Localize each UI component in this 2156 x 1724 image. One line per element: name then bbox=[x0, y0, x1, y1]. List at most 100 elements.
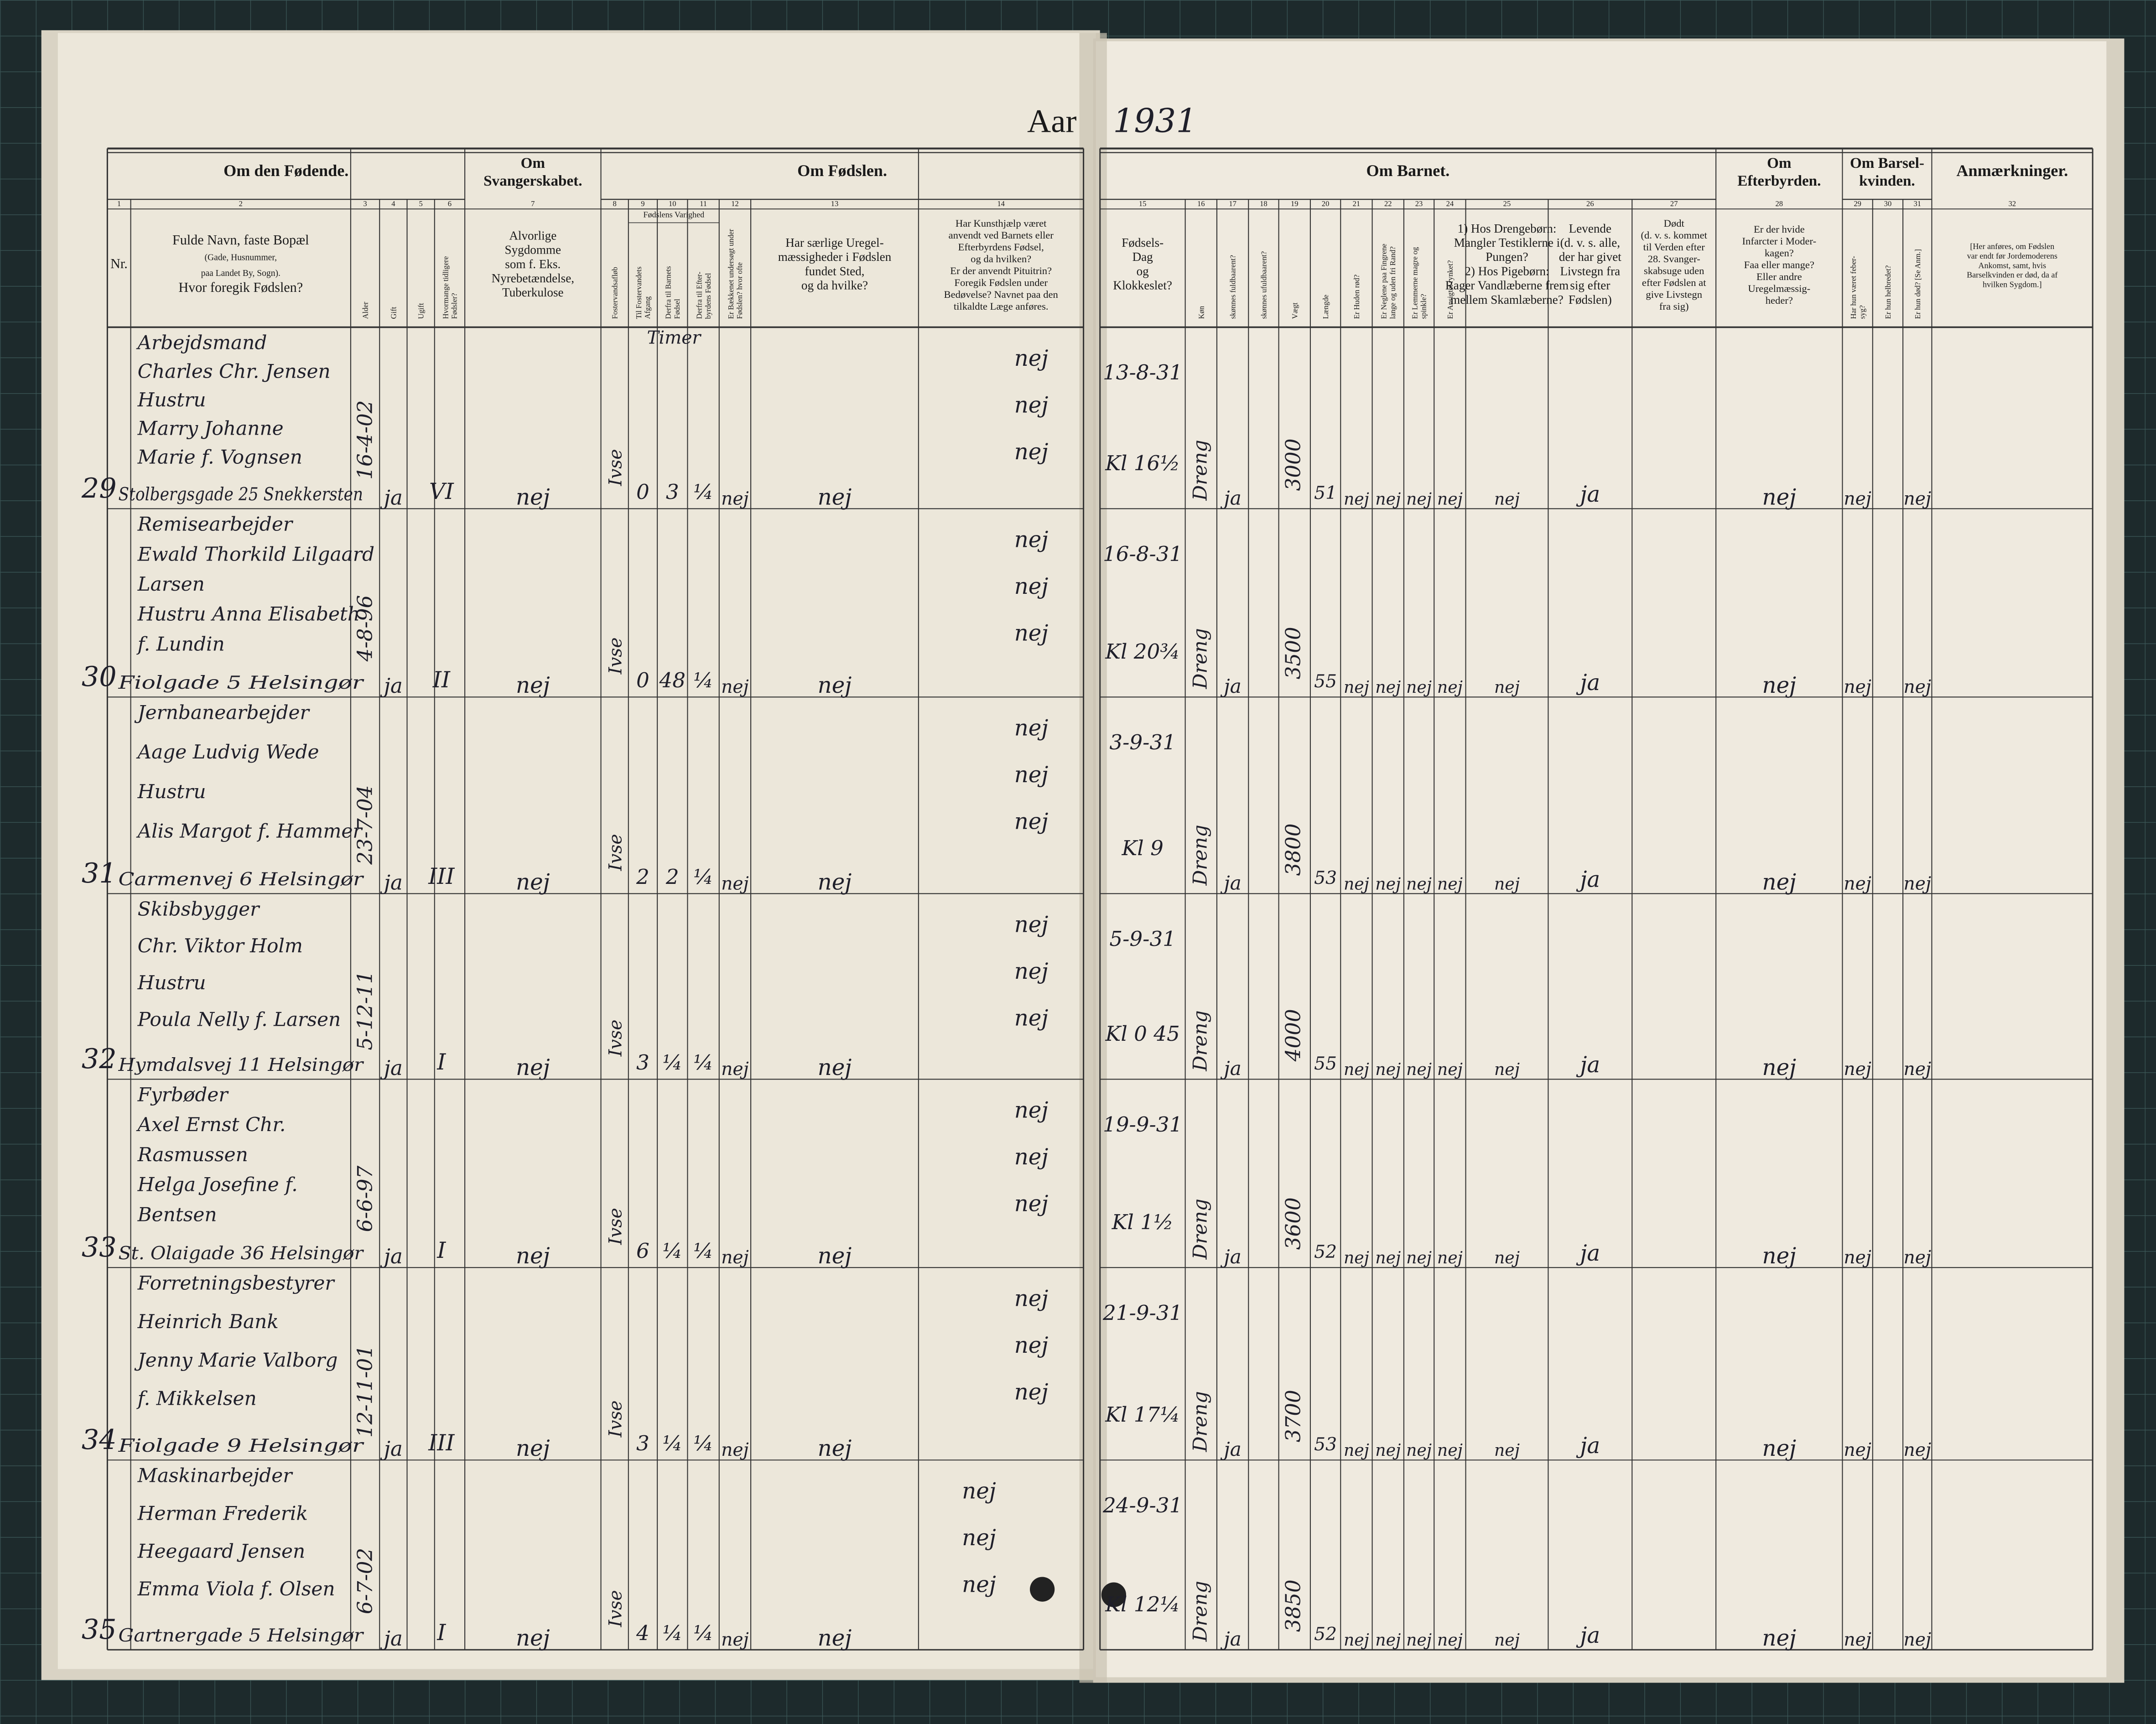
maturity-sign: nej bbox=[1494, 1440, 1520, 1460]
column-header: Fødsels- bbox=[1122, 236, 1164, 249]
column-number: 6 bbox=[448, 199, 452, 208]
entry-name-line: Remisearbejder bbox=[137, 513, 294, 535]
column-number: 21 bbox=[1353, 199, 1361, 208]
duration: 4 bbox=[636, 1621, 649, 1645]
mother-birthdate: 16-4-02 bbox=[353, 400, 377, 479]
length: 53 bbox=[1314, 868, 1337, 888]
entry-name-line: f. Lundin bbox=[136, 633, 225, 655]
duration: ¼ bbox=[693, 480, 713, 504]
column-number: 27 bbox=[1670, 199, 1678, 208]
column-header: Barselkvinden er død, da af bbox=[1967, 270, 2058, 280]
column-number: 26 bbox=[1586, 199, 1594, 208]
weight: 3700 bbox=[1281, 1390, 1305, 1442]
duration: ¼ bbox=[662, 1239, 682, 1263]
column-header: Bedøvelse? Navnet paa den bbox=[944, 289, 1058, 300]
mother-birthdate: 4-8-96 bbox=[353, 595, 377, 662]
maturity-sign: nej bbox=[1375, 677, 1401, 697]
illness: nej bbox=[516, 1436, 550, 1461]
column-number: 5 bbox=[419, 199, 422, 208]
entry-name-line: Jenny Marie Valborg bbox=[134, 1349, 338, 1371]
placenta: nej bbox=[1762, 1625, 1797, 1651]
birth-date: 24-9-31 bbox=[1102, 1493, 1182, 1517]
entry-name-line: Hustru bbox=[137, 389, 206, 411]
duration: 3 bbox=[636, 1431, 649, 1455]
group-header: Om Fødslen. bbox=[797, 161, 887, 180]
entry-name-line: Poula Nelly f. Larsen bbox=[137, 1008, 341, 1030]
mother-birthdate: 5-12-11 bbox=[353, 971, 377, 1050]
column-number: 25 bbox=[1503, 199, 1511, 208]
duration: ¼ bbox=[662, 1431, 682, 1455]
column-header: skønnes ufuldbaarent? bbox=[1259, 251, 1268, 319]
column-header: Nyrebetændelse, bbox=[492, 271, 574, 285]
entry-number: 33 bbox=[82, 1231, 117, 1263]
birth-date: 19-9-31 bbox=[1103, 1112, 1182, 1137]
maturity-sign: nej bbox=[1437, 1248, 1463, 1267]
right-page bbox=[1096, 41, 2107, 1677]
column-header: spinkle? bbox=[1419, 294, 1428, 319]
assistance: nej bbox=[1014, 1006, 1049, 1031]
mother-birthdate: 6-7-02 bbox=[353, 1548, 377, 1615]
column-number: 9 bbox=[641, 199, 644, 208]
column-header: skabsuge uden bbox=[1644, 265, 1704, 276]
entry-name-line: Hustru bbox=[137, 780, 206, 803]
column-header: [Her anføres, om Fødslen bbox=[1970, 242, 2054, 251]
fever: nej bbox=[1844, 677, 1871, 697]
weight: 3600 bbox=[1281, 1197, 1305, 1250]
died: nej bbox=[1903, 488, 1931, 509]
maturity-sign: nej bbox=[1406, 874, 1432, 893]
irregularities: nej bbox=[818, 1243, 852, 1269]
maturity-sign: nej bbox=[1494, 677, 1520, 697]
amniotic: Ivse bbox=[606, 449, 626, 486]
assistance: nej bbox=[1014, 1286, 1049, 1312]
maturity-sign: nej bbox=[1375, 1440, 1401, 1460]
illness: nej bbox=[516, 673, 550, 698]
pelvis-exam: nej bbox=[721, 1247, 749, 1268]
died: nej bbox=[1903, 873, 1931, 894]
column-header: Faa eller mange? bbox=[1744, 259, 1814, 270]
entry-name-line: Herman Frederik bbox=[137, 1502, 308, 1524]
birth-date: 21-9-31 bbox=[1102, 1301, 1182, 1325]
group-header: Efterbyrden. bbox=[1737, 172, 1821, 189]
irregularities: nej bbox=[818, 673, 852, 698]
column-number: 2 bbox=[239, 199, 243, 208]
maturity-sign: nej bbox=[1406, 1440, 1432, 1460]
fever: nej bbox=[1844, 1059, 1871, 1080]
column-header: Tuberkulose bbox=[502, 286, 564, 299]
weight: 4000 bbox=[1281, 1009, 1305, 1062]
column-header: Hvor foregik Fødslen? bbox=[178, 280, 303, 295]
alive: ja bbox=[1576, 482, 1600, 507]
column-header: Pungen? bbox=[1486, 250, 1528, 264]
duration: ¼ bbox=[693, 1239, 713, 1263]
fever: nej bbox=[1844, 1247, 1871, 1268]
column-header: byrdens Fødsel bbox=[704, 273, 712, 319]
maturity-sign: nej bbox=[1494, 489, 1520, 509]
maturity-sign: nej bbox=[1437, 874, 1463, 893]
column-header: Derfra til Efter- bbox=[695, 272, 703, 319]
column-number: 15 bbox=[1139, 199, 1147, 208]
alive: ja bbox=[1576, 1623, 1600, 1648]
maturity-sign: nej bbox=[1437, 677, 1463, 697]
column-header: Er Neglene paa Fingrene bbox=[1380, 244, 1388, 319]
column-header: paa Landet By, Sogn). bbox=[201, 269, 281, 278]
amniotic: Ivse bbox=[606, 1208, 626, 1245]
subgroup-header: Fødslens Varighed bbox=[643, 210, 704, 219]
placenta: nej bbox=[1762, 869, 1797, 895]
column-header: heder? bbox=[1766, 295, 1793, 306]
column-header: Derfra til Barnets bbox=[664, 266, 673, 319]
weight: 3850 bbox=[1281, 1579, 1305, 1632]
column-header: kagen? bbox=[1765, 247, 1794, 259]
maturity-sign: nej bbox=[1344, 1248, 1369, 1267]
maturity-sign: nej bbox=[1406, 1248, 1432, 1267]
entry-name-line: Marry Johanne bbox=[137, 417, 284, 440]
column-header: Er hun helbredet? bbox=[1884, 265, 1892, 319]
column-header: som f. Eks. bbox=[505, 257, 561, 271]
entry-name-line: Rasmussen bbox=[137, 1143, 248, 1166]
maturity-sign: nej bbox=[1344, 874, 1369, 893]
assistance: nej bbox=[1014, 1333, 1049, 1358]
assistance: nej bbox=[1014, 1191, 1049, 1217]
year-label: Aar bbox=[1027, 103, 1076, 139]
column-header: Gift bbox=[389, 306, 398, 319]
placenta: nej bbox=[1762, 1243, 1797, 1269]
column-header: var endt før Jordemoderens bbox=[1967, 251, 2057, 260]
